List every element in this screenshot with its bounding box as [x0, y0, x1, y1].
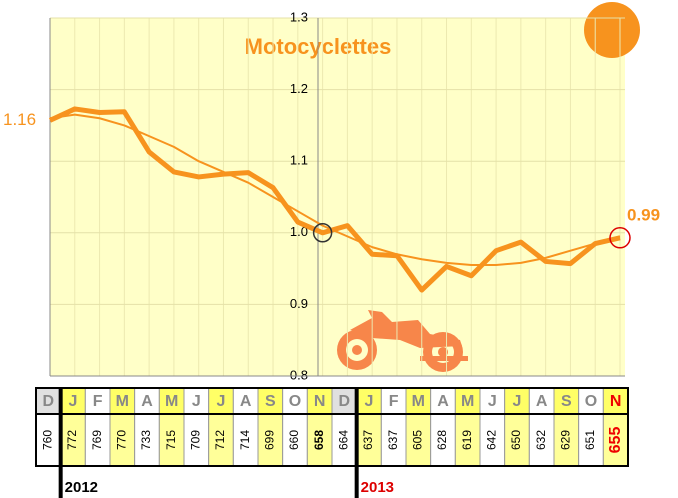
y-tick-label: 0.9: [290, 296, 308, 311]
value-label: 772: [65, 430, 79, 450]
value-label: 637: [361, 430, 375, 450]
value-label: 709: [189, 430, 203, 450]
value-label: 660: [287, 430, 301, 450]
y-tick-label: 1.1: [290, 153, 308, 168]
value-cell: [528, 413, 555, 467]
value-label: 605: [411, 430, 425, 450]
value-label: 699: [263, 430, 277, 450]
header-label: N: [314, 393, 326, 410]
header-cell: [356, 387, 382, 415]
header-label: A: [141, 393, 153, 410]
y-tick-label: 0.8: [290, 367, 308, 382]
value-cell: [158, 413, 185, 467]
marker: [609, 227, 631, 249]
header-cell: [257, 387, 284, 415]
value-label: 650: [509, 430, 523, 450]
start-label: 1.16: [3, 110, 36, 129]
value-label: 664: [337, 430, 351, 450]
value-cell: [454, 413, 481, 467]
value-cell: [553, 413, 580, 467]
header-cell: [553, 387, 580, 415]
header-label: S: [265, 393, 276, 410]
year-label: 2012: [65, 479, 98, 496]
header-label: J: [513, 393, 522, 410]
motorcycle-icon: [337, 310, 468, 372]
value-label: 632: [534, 430, 548, 450]
header-label: F: [93, 393, 103, 410]
header-label: J: [217, 393, 226, 410]
header-label: O: [289, 393, 301, 410]
value-label: 770: [115, 430, 129, 450]
value-cell: [331, 413, 358, 467]
value-label: 715: [164, 430, 178, 450]
value-label: 733: [139, 430, 153, 450]
logo-circle: [584, 2, 640, 58]
series-line: [48, 106, 621, 293]
end-label: 0.99: [627, 205, 660, 224]
header-label: A: [437, 393, 449, 410]
value-label: 628: [435, 430, 449, 450]
value-label: 655: [607, 427, 624, 454]
value-label: 714: [238, 430, 252, 450]
header-cell: [528, 387, 555, 415]
header-label: F: [389, 393, 399, 410]
header-label: M: [116, 393, 129, 410]
header-label: A: [536, 393, 548, 410]
header-label: A: [240, 393, 252, 410]
value-cell: [35, 413, 62, 467]
value-label: 629: [559, 430, 573, 450]
header-cell: [602, 387, 629, 415]
value-label: 658: [312, 430, 326, 450]
header-cell: [380, 387, 407, 415]
header-label: M: [165, 393, 178, 410]
value-label: 619: [460, 430, 474, 450]
value-cell: [430, 413, 456, 467]
header-label: J: [192, 393, 201, 410]
value-cell: [405, 413, 432, 467]
year-label: 2013: [361, 479, 394, 496]
value-label: 651: [583, 430, 597, 450]
header-label: M: [412, 393, 425, 410]
header-cell: [282, 387, 308, 415]
header-label: M: [461, 393, 474, 410]
header-label: S: [561, 393, 572, 410]
value-label: 637: [386, 430, 400, 450]
value-label: 769: [90, 430, 104, 450]
y-tick-label: 1.2: [290, 81, 308, 96]
y-tick-label: 1.0: [290, 224, 308, 239]
header-label: J: [365, 393, 374, 410]
header-label: O: [585, 393, 597, 410]
plot-area: [50, 18, 625, 376]
value-label: 712: [213, 430, 227, 450]
table-border: [35, 387, 629, 467]
marker: [312, 223, 333, 243]
header-label: N: [610, 393, 622, 410]
value-cell: [479, 413, 506, 467]
value-cell: [257, 413, 284, 467]
value-label: 760: [41, 430, 55, 450]
header-label: J: [488, 393, 497, 410]
header-label: J: [69, 393, 78, 410]
y-tick-label: 1.3: [290, 9, 308, 24]
header-label: D: [339, 393, 351, 410]
header-label: D: [43, 393, 55, 410]
value-label: 642: [485, 430, 499, 450]
